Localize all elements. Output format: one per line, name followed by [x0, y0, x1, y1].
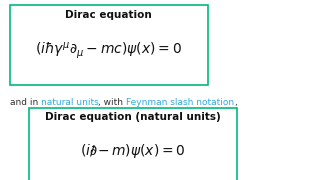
Text: Dirac equation (natural units): Dirac equation (natural units) [45, 112, 221, 123]
Text: and in: and in [10, 98, 41, 107]
Text: $(i\hbar\gamma^{\mu}\partial_{\mu} - mc)\psi(x) = 0$: $(i\hbar\gamma^{\mu}\partial_{\mu} - mc)… [36, 40, 182, 60]
Text: Feynman slash notation: Feynman slash notation [126, 98, 235, 107]
Text: natural units: natural units [41, 98, 99, 107]
Text: , with: , with [99, 98, 126, 107]
Text: Dirac equation: Dirac equation [65, 10, 152, 20]
FancyBboxPatch shape [10, 5, 208, 85]
FancyBboxPatch shape [29, 108, 237, 180]
Text: ,: , [235, 98, 237, 107]
Text: $(i\partial\!\!\!/ - m)\psi(x) = 0$: $(i\partial\!\!\!/ - m)\psi(x) = 0$ [80, 142, 186, 160]
